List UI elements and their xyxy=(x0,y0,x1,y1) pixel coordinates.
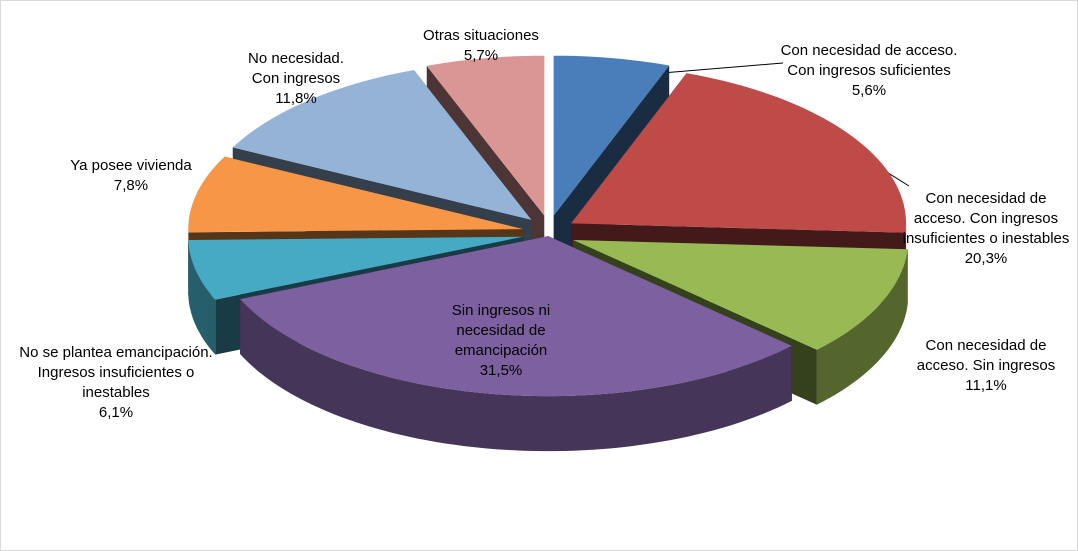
value-label: 6,1% xyxy=(98,404,134,421)
slice-label: No se plantea emancipación. Ingresos ins… xyxy=(16,343,216,423)
category-label: Sin ingresos ni necesidad de emancipació… xyxy=(451,302,551,359)
slice-label: Otras situaciones 5,7% xyxy=(396,26,566,66)
slice-label: Ya posee vivienda 7,8% xyxy=(31,156,231,196)
category-label: No necesidad. Con ingresos xyxy=(248,50,344,87)
category-label: Con necesidad de acceso. Con ingresos in… xyxy=(902,190,1070,247)
slice-label: Sin ingresos ni necesidad de emancipació… xyxy=(426,301,576,381)
slice-top xyxy=(188,236,524,300)
category-label: Con necesidad de acceso. Con ingresos su… xyxy=(780,42,958,79)
slice-top xyxy=(553,55,670,216)
slice-label: Con necesidad de acceso. Con ingresos su… xyxy=(774,41,964,101)
slice-top xyxy=(240,236,792,397)
value-label: 5,7% xyxy=(463,47,499,64)
category-label: No se plantea emancipación. Ingresos ins… xyxy=(19,344,213,401)
value-label: 31,5% xyxy=(479,362,523,379)
slice-side xyxy=(816,249,908,405)
value-label: 11,8% xyxy=(275,90,317,107)
slice-side xyxy=(188,240,216,355)
slice-top xyxy=(232,70,532,220)
value-label: 5,6% xyxy=(851,82,887,99)
slice-top xyxy=(573,239,908,350)
slice-label: Con necesidad de acceso. Con ingresos in… xyxy=(899,189,1074,269)
slice-top xyxy=(188,156,524,233)
category-label: Ya posee vivienda xyxy=(70,157,192,174)
slice-label: No necesidad. Con ingresos 11,8% xyxy=(241,49,351,109)
value-label: 7,8% xyxy=(113,177,149,194)
slice-top xyxy=(571,73,907,233)
value-label: 20,3% xyxy=(964,250,1008,267)
slice-top xyxy=(426,55,545,216)
slice-side xyxy=(240,299,792,452)
value-label: 11,1% xyxy=(965,377,1007,394)
slice xyxy=(240,236,792,452)
category-label: Con necesidad de acceso. Sin ingresos xyxy=(916,337,1056,374)
slice-label: Con necesidad de acceso. Sin ingresos 11,… xyxy=(899,336,1074,396)
category-label: Otras situaciones xyxy=(423,27,539,44)
